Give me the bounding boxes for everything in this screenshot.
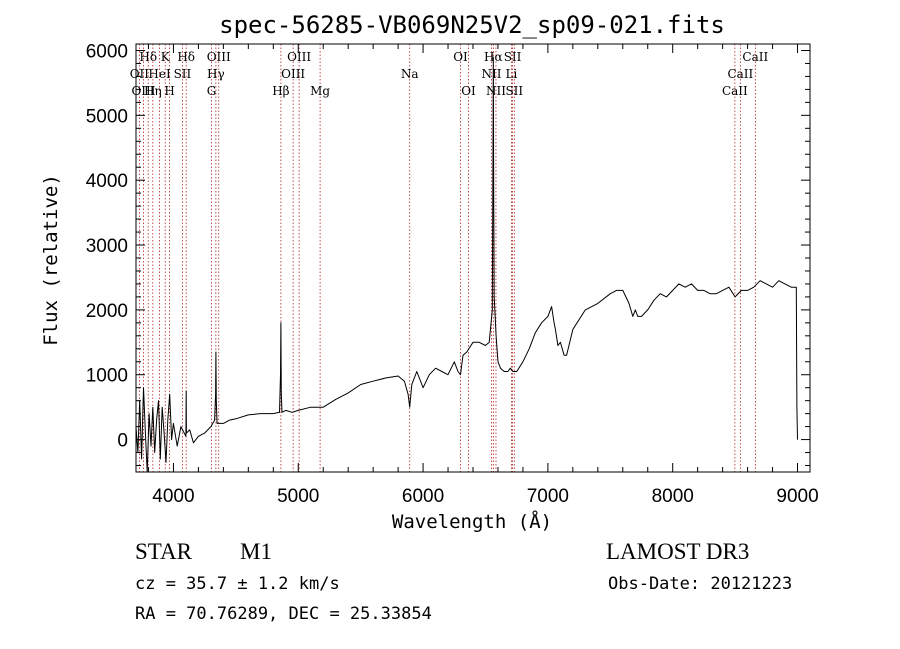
spectral-line-label: OIII bbox=[287, 50, 311, 64]
spectral-line-label: HeI bbox=[148, 67, 171, 81]
x-axis-label: Wavelength (Å) bbox=[392, 510, 552, 533]
object-class: STAR bbox=[135, 539, 192, 564]
coordinates: RA = 70.76289, DEC = 25.33854 bbox=[135, 604, 432, 624]
y-tick-label: 1000 bbox=[86, 366, 128, 387]
y-tick-label: 3000 bbox=[86, 236, 128, 257]
spectral-line-label: Hη bbox=[144, 84, 162, 98]
spectral-line-label: Na bbox=[401, 67, 419, 81]
obs-date: Obs-Date: 20121223 bbox=[608, 574, 793, 594]
spectral-line-label: OIII bbox=[131, 84, 155, 98]
y-axis-label: Flux (relative) bbox=[40, 174, 62, 346]
survey-name: LAMOST DR3 bbox=[606, 539, 750, 564]
spectral-line-label: Hγ bbox=[207, 67, 225, 81]
spectral-line-label: SII bbox=[505, 84, 523, 98]
spectral-line-label: SII bbox=[504, 50, 522, 64]
spectral-line-label: CaII bbox=[727, 67, 753, 81]
spectral-line-label: OII bbox=[130, 67, 150, 81]
spectral-line-label: CaII bbox=[722, 84, 748, 98]
spectral-line-label: OIII bbox=[281, 67, 305, 81]
axis-ticks: 4000 5000 6000 7000 8000 9000 0 1000 2000 3000 400… bbox=[86, 41, 819, 507]
spectral-line-label: H bbox=[164, 84, 174, 98]
spectral-line-label: NII bbox=[481, 67, 501, 81]
spectral-line-label: SII bbox=[174, 67, 192, 81]
x-tick-label: 9000 bbox=[776, 486, 818, 507]
y-tick-label: 4000 bbox=[86, 171, 128, 192]
spectral-line-label: NII bbox=[486, 84, 506, 98]
object-subclass: M1 bbox=[240, 539, 272, 564]
spectral-line-label: G bbox=[207, 84, 217, 98]
spectral-line-label: OI bbox=[453, 50, 468, 64]
x-tick-label: 6000 bbox=[402, 486, 444, 507]
x-tick-label: 5000 bbox=[277, 486, 319, 507]
x-tick-label: 4000 bbox=[152, 486, 194, 507]
spectral-line-markers bbox=[138, 44, 756, 472]
y-tick-label: 5000 bbox=[86, 106, 128, 127]
data-layer bbox=[136, 56, 798, 472]
spectral-line-label: Hδ bbox=[139, 50, 157, 64]
plot-frame bbox=[135, 43, 811, 473]
y-tick-label: 2000 bbox=[86, 301, 128, 322]
redshift-text: cz = 35.7 ± 1.2 km/s bbox=[135, 574, 340, 594]
x-tick-label: 8000 bbox=[652, 486, 694, 507]
y-tick-label: 0 bbox=[117, 431, 128, 452]
spectral-line-label: Hδ bbox=[177, 50, 195, 64]
spectral-line-label: Li bbox=[506, 67, 518, 81]
x-tick-label: 7000 bbox=[527, 486, 569, 507]
spectral-line-label: K bbox=[161, 50, 171, 64]
spectrum-line bbox=[136, 56, 798, 472]
spectral-line-label: CaII bbox=[742, 50, 768, 64]
spectral-line-label: Hβ bbox=[272, 84, 289, 98]
spectral-line-label: OI bbox=[461, 84, 476, 98]
spectral-line-label: OIII bbox=[207, 50, 231, 64]
chart-title: spec-56285-VB069N25V2_sp09-021.fits bbox=[219, 11, 725, 39]
y-tick-label: 6000 bbox=[86, 41, 128, 62]
spectral-line-label: Mg bbox=[310, 84, 330, 98]
